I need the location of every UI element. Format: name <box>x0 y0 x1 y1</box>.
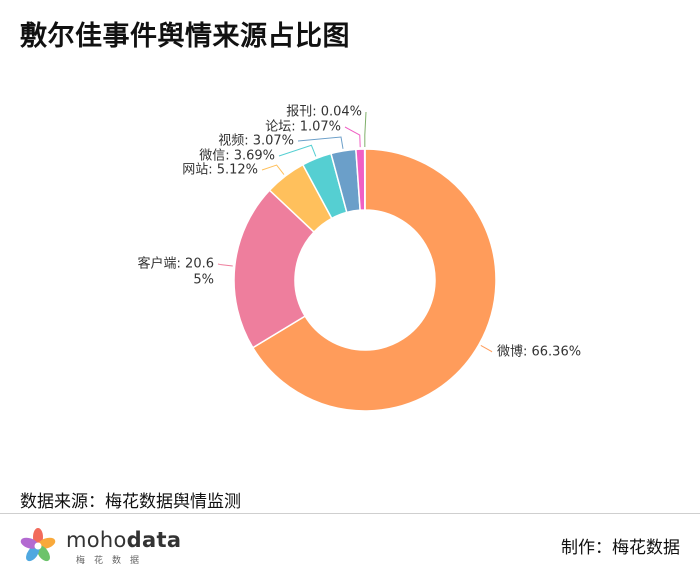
label-视频: 视频: 3.07% <box>218 134 294 149</box>
leader-论坛 <box>344 126 361 148</box>
donut-chart: 微博: 66.36% 客户端: 20.65% 网站: 5.12%微信: 3.69%视… <box>138 105 582 412</box>
chart-leader-lines <box>217 111 493 353</box>
logo-subtitle: 梅花数据 <box>76 556 149 566</box>
leader-微信 <box>278 144 317 157</box>
label-网站: 网站: 5.12% <box>182 163 258 178</box>
leader-网站 <box>261 164 285 175</box>
chart-labels: 微博: 66.36% 客户端: 20.65% 网站: 5.12%微信: 3.69%视… <box>138 105 582 360</box>
label-微博: 微博: 66.36% <box>497 345 581 360</box>
label-客户端: 客户端: 20.6 <box>138 256 214 272</box>
chart-slices <box>233 148 497 412</box>
page-title: 敷尔佳事件舆情来源占比图 <box>20 21 350 52</box>
leader-微博 <box>480 344 493 353</box>
leader-报刊 <box>364 111 367 148</box>
label-客户端-cont: 5% <box>193 273 214 288</box>
logo-wordmark: mohodata <box>66 528 182 552</box>
label-微信: 微信: 3.69% <box>199 149 275 164</box>
label-报刊: 报刊: 0.04% <box>286 105 362 120</box>
mohodata-logo: mohodata 梅花数据 <box>18 524 181 568</box>
flower-logo-icon <box>20 528 56 562</box>
maker-credit: 制作：梅花数据 <box>561 538 680 558</box>
leader-客户端 <box>217 263 233 267</box>
leader-视频 <box>297 136 344 149</box>
data-source: 数据来源：梅花数据舆情监测 <box>20 492 241 512</box>
footer-divider <box>0 513 700 514</box>
label-论坛: 论坛: 1.07% <box>265 120 341 135</box>
slice-微博[interactable] <box>251 148 497 412</box>
